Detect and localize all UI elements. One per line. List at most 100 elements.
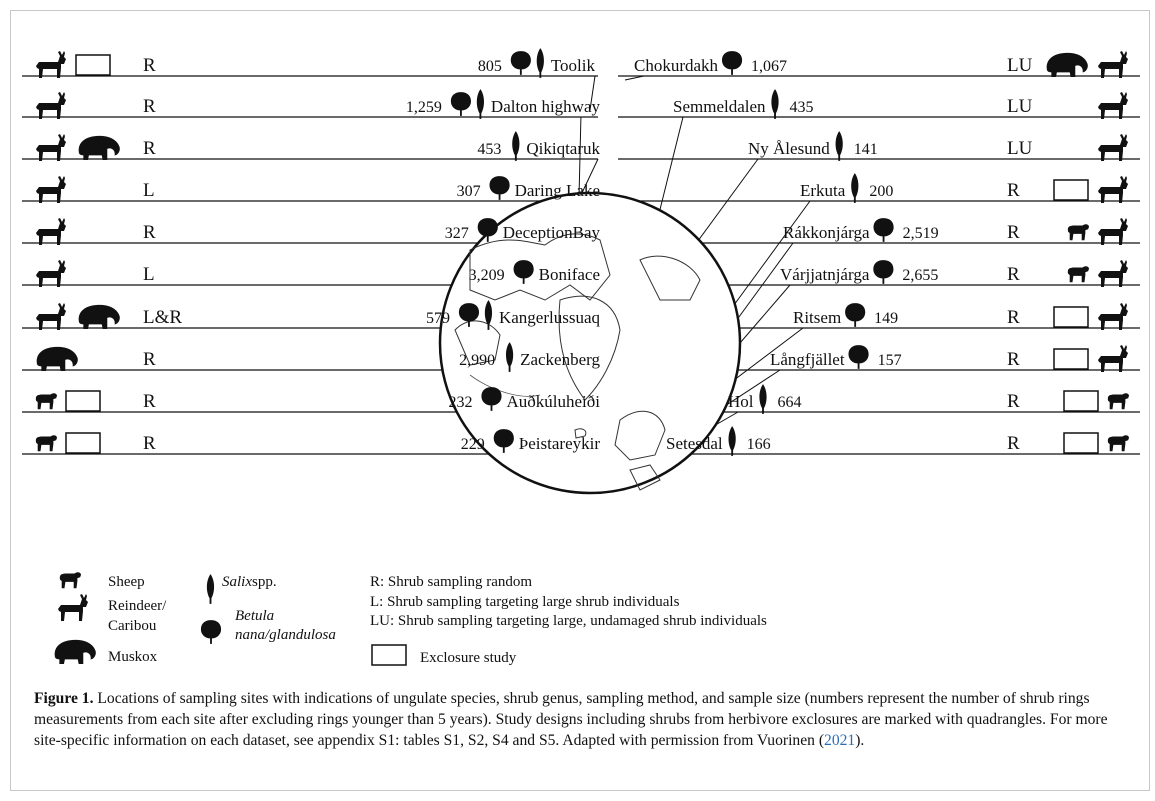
sample-size: 157 xyxy=(878,352,902,369)
salix-icon xyxy=(536,48,544,78)
site-name: Chokurdakh xyxy=(634,56,719,75)
sample-size: 579 xyxy=(426,310,450,327)
legend-exclosure-box xyxy=(371,644,407,666)
exclosure-box xyxy=(1053,179,1089,201)
salix-icon xyxy=(512,131,520,161)
site-name: Várjjatnjárga xyxy=(780,265,870,284)
caption-reference-link[interactable]: 2021 xyxy=(824,732,856,749)
sampling-method-code: R xyxy=(1007,264,1020,285)
reindeer-icon xyxy=(36,92,66,119)
site-name: Långfjället xyxy=(770,350,845,369)
sample-size: 327 xyxy=(445,225,469,242)
exclosure-box xyxy=(1053,306,1089,328)
sample-size: 149 xyxy=(874,310,898,327)
reindeer-icon xyxy=(36,218,66,245)
reindeer-icon xyxy=(1098,51,1128,78)
sheep-icon xyxy=(59,572,82,589)
site-rows: R Toolik 805 R Dalton highway 1,259 R Qikiqtaru… xyxy=(35,48,1130,456)
legend-muskox-label: Muskox xyxy=(108,649,158,665)
sampling-method-code: R xyxy=(143,96,156,117)
sampling-method-code: R xyxy=(143,433,156,454)
reindeer-icon xyxy=(1098,260,1128,287)
reindeer-icon xyxy=(1098,218,1128,245)
site-name: Auðkúluheiði xyxy=(507,392,601,411)
sampling-method-code: R xyxy=(1007,180,1020,201)
reindeer-icon xyxy=(1098,92,1128,119)
betula-icon xyxy=(489,176,510,200)
site-name: Erkuta xyxy=(800,181,846,200)
sample-size: 200 xyxy=(869,183,893,200)
sheep-icon xyxy=(35,435,58,452)
sheep-icon xyxy=(35,393,58,410)
legend-salix-label: Salix xyxy=(222,574,252,590)
legend-caribou-label: Caribou xyxy=(108,618,157,634)
legend-method-l: L: Shrub sampling targeting large shrub … xyxy=(370,594,680,610)
exclosure-box xyxy=(1063,432,1099,454)
sampling-method-code: R xyxy=(1007,307,1020,328)
salix-icon xyxy=(476,89,485,119)
sample-size: 1,067 xyxy=(751,58,787,75)
sampling-method-code: R xyxy=(1007,349,1020,370)
exclosure-box xyxy=(1053,348,1089,370)
sheep-icon xyxy=(1107,435,1130,452)
sample-size: 453 xyxy=(477,141,501,158)
betula-icon xyxy=(510,51,531,75)
reindeer-icon xyxy=(36,134,66,161)
coastline xyxy=(614,410,666,461)
sampling-method-code: LU xyxy=(1007,96,1033,117)
betula-icon xyxy=(848,345,869,369)
sheep-icon xyxy=(1067,266,1090,283)
sample-size: 2,655 xyxy=(902,267,938,284)
legend: Sheep Reindeer/Caribou Muskox Salix spp. Bet… xyxy=(54,572,767,666)
legend-method-lu: LU: Shrub sampling targeting large, unda… xyxy=(370,613,767,629)
site-name: Zackenberg xyxy=(520,350,600,369)
reindeer-icon xyxy=(1098,345,1128,372)
legend-exclosure-label: Exclosure study xyxy=(420,650,517,666)
legend-sheep-label: Sheep xyxy=(108,574,145,590)
reindeer-icon xyxy=(36,303,66,330)
sheep-icon xyxy=(1067,224,1090,241)
reindeer-icon xyxy=(58,594,88,621)
betula-icon xyxy=(873,260,894,284)
salix-icon xyxy=(206,574,215,604)
site-name: Ny Ålesund xyxy=(748,139,830,158)
sample-size: 2,990 xyxy=(459,352,495,369)
coastline xyxy=(629,464,661,491)
site-name: Toolik xyxy=(551,56,596,75)
sample-size: 2,519 xyxy=(903,225,939,242)
site-name: Þeistareykir xyxy=(519,434,601,453)
sampling-method-code: L xyxy=(143,180,155,201)
muskox-icon xyxy=(36,346,78,371)
sample-size: 664 xyxy=(778,394,802,411)
leader-line xyxy=(589,75,596,111)
sample-size: 3,209 xyxy=(469,267,505,284)
sample-size: 141 xyxy=(854,141,878,158)
site-name: Rákkonjárga xyxy=(783,223,870,242)
site-name: DeceptionBay xyxy=(503,223,601,242)
salix-icon xyxy=(728,426,736,456)
caption-text-end: ). xyxy=(855,732,865,749)
betula-icon xyxy=(845,303,866,327)
salix-icon xyxy=(851,173,859,203)
sheep-icon xyxy=(1107,393,1130,410)
sampling-method-code: LU xyxy=(1007,138,1033,159)
coastline xyxy=(469,374,541,397)
sampling-method-code: R xyxy=(1007,222,1020,243)
coastline xyxy=(574,428,587,439)
site-name: Daring Lake xyxy=(515,181,600,200)
sampling-method-code: R xyxy=(143,222,156,243)
sample-size: 1,259 xyxy=(406,99,442,116)
legend-betula-label: Betula xyxy=(235,608,274,624)
sample-size: 307 xyxy=(457,183,481,200)
muskox-icon xyxy=(78,135,120,160)
site-name: Boniface xyxy=(539,265,600,284)
sampling-method-code: L&R xyxy=(143,307,182,328)
leader-line xyxy=(624,75,645,81)
legend-betula-species: nana/glandulosa xyxy=(235,627,336,643)
betula-icon xyxy=(721,51,743,75)
figure-frame xyxy=(10,10,1150,791)
site-name: Hol xyxy=(728,392,754,411)
sampling-method-code: R xyxy=(1007,391,1020,412)
site-name: Kangerlussuaq xyxy=(499,308,601,327)
sampling-method-code: R xyxy=(143,55,156,76)
